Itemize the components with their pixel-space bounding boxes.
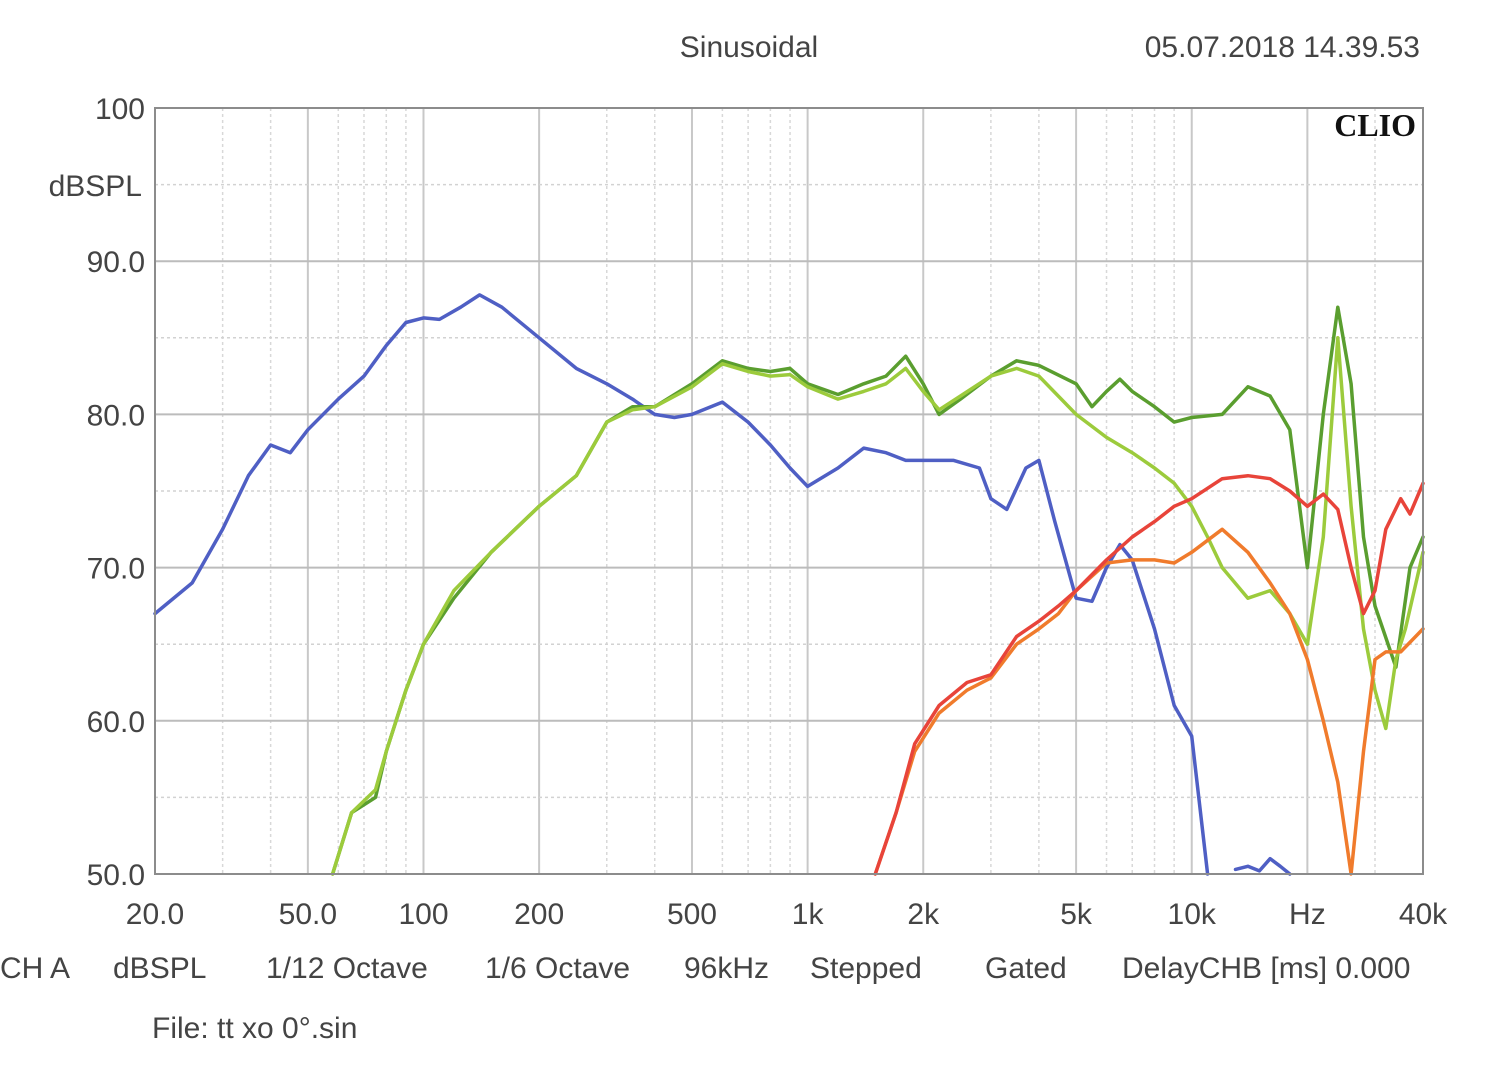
- series-line: [330, 336, 1425, 876]
- x-tick-label: Hz: [1289, 898, 1326, 931]
- y-tick-label: 60.0: [87, 706, 145, 739]
- y-tick-label: 70.0: [87, 553, 145, 586]
- series-line: [330, 305, 1425, 876]
- y-axis-label: dBSPL: [49, 170, 142, 203]
- x-tick-label: 5k: [1060, 898, 1093, 931]
- info-delay: DelayCHB [ms] 0.000: [1122, 952, 1411, 985]
- measurement-datetime: 05.07.2018 14.39.53: [1145, 31, 1420, 64]
- x-tick-label: 50.0: [279, 898, 337, 931]
- x-tick-label: 100: [398, 898, 448, 931]
- info-unit: dBSPL: [113, 952, 207, 985]
- series-line: [873, 527, 1425, 876]
- info-smoothing: 1/12 Octave: [266, 952, 428, 985]
- measurement-mode: Sinusoidal: [680, 31, 818, 64]
- x-tick-label: 10k: [1168, 898, 1217, 931]
- x-tick-label: 500: [667, 898, 717, 931]
- x-tick-label: 20.0: [126, 898, 184, 931]
- grid: [154, 107, 1424, 875]
- info-window: Gated: [985, 952, 1067, 985]
- y-tick-label: 80.0: [87, 399, 145, 432]
- x-tick-label: 40k: [1399, 898, 1448, 931]
- clio-logo: CLIO: [1334, 107, 1416, 143]
- x-tick-label: 200: [514, 898, 564, 931]
- info-resolution: 1/6 Octave: [485, 952, 631, 985]
- plot-frame: [154, 107, 1424, 875]
- info-sweep: Stepped: [810, 952, 922, 985]
- measurement-info: CH A dBSPL 1/12 Octave 1/6 Octave 96kHz …: [0, 952, 1500, 992]
- x-tick-label: 1k: [792, 898, 825, 931]
- series-line: [873, 473, 1425, 876]
- frequency-response-chart: Sinusoidal 05.07.2018 14.39.53 dBSPL CLI…: [49, 31, 1449, 931]
- x-tick-label: 2k: [907, 898, 940, 931]
- series-group: [153, 293, 1425, 876]
- y-tick-label: 50.0: [87, 859, 145, 892]
- file-name: File: tt xo 0°.sin: [152, 1012, 358, 1045]
- series-line: [153, 293, 1210, 876]
- info-sample-rate: 96kHz: [684, 952, 770, 985]
- y-tick-labels: 100 90.0 80.0 70.0 60.0 50.0: [87, 93, 145, 892]
- y-tick-label: 100: [95, 93, 145, 126]
- y-tick-label: 90.0: [87, 246, 145, 279]
- x-tick-labels: 20.0 50.0 100 200 500 1k 2k 5k 10k Hz 40k: [126, 898, 1448, 931]
- info-channel: CH A: [0, 952, 71, 985]
- series-line: [1233, 856, 1292, 876]
